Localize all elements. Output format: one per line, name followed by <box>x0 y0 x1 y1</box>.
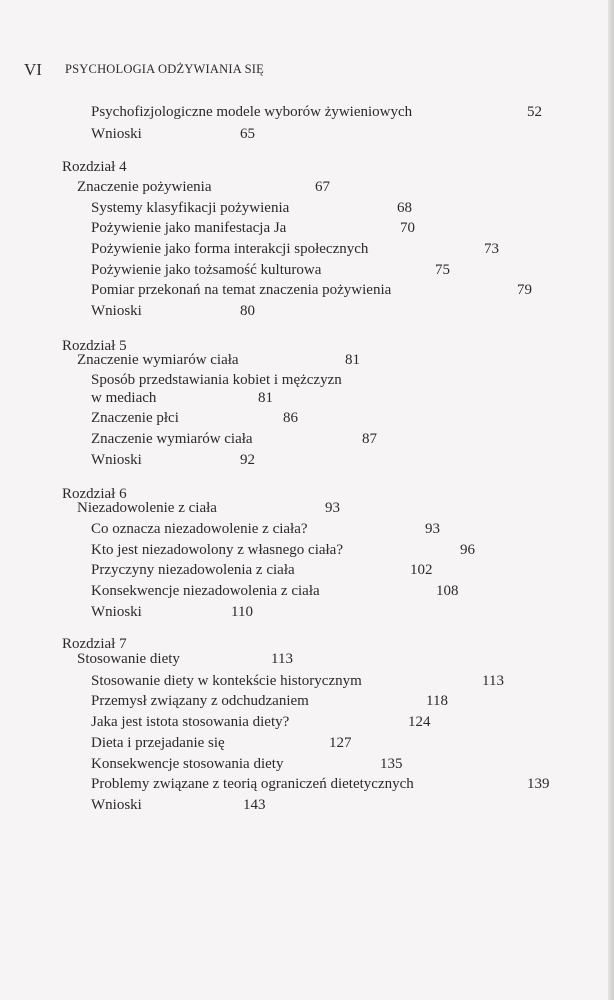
toc-entry-title: Dieta i przejadanie się <box>91 735 225 751</box>
toc-entry-page: 93 <box>425 521 440 537</box>
toc-entry-title: Wnioski <box>91 452 142 468</box>
toc-entry-page: 65 <box>240 126 255 142</box>
toc-entry-page: 93 <box>325 500 340 516</box>
toc-entry-page: 86 <box>283 410 298 426</box>
toc-entry-title: Przyczyny niezadowolenia z ciała <box>91 562 295 578</box>
toc-entry-title: Wnioski <box>91 303 142 319</box>
page-number: VI <box>24 60 42 79</box>
toc-entry-page: 108 <box>436 583 459 599</box>
toc-entry-title: Pożywienie jako forma interakcji społecz… <box>91 241 369 257</box>
chapter-heading: Rozdział 5 <box>62 338 127 354</box>
toc-entry-title: Psychofizjologiczne modele wyborów żywie… <box>91 104 413 120</box>
section-title: Niezadowolenie z ciała <box>77 500 217 516</box>
toc-entry-title: Znaczenie wymiarów ciała <box>91 431 253 447</box>
chapter-heading: Rozdział 4 <box>62 159 127 175</box>
toc-entry-title: Problemy związane z teorią ograniczeń di… <box>91 776 414 792</box>
toc-entry-page: 73 <box>484 241 499 257</box>
toc-entry-page: 92 <box>240 452 255 468</box>
toc-entry-page: 87 <box>362 431 377 447</box>
toc-entry-title-continued: w mediach <box>91 390 157 406</box>
toc-entry-page: 70 <box>400 220 415 236</box>
toc-entry-page: 52 <box>527 104 542 120</box>
page-edge <box>608 0 614 1000</box>
section-title: Stosowanie diety <box>77 651 180 667</box>
toc-entry-page: 113 <box>482 673 504 689</box>
toc-entry-page: 75 <box>435 262 450 278</box>
toc-entry-title: Wnioski <box>91 797 142 813</box>
toc-entry-page: 110 <box>231 604 253 620</box>
toc-entry-page: 81 <box>345 352 360 368</box>
toc-entry-title: Przemysł związany z odchudzaniem <box>91 693 309 709</box>
toc-entry-page: 68 <box>397 200 412 216</box>
toc-entry-page: 81 <box>258 390 273 406</box>
toc-entry-page: 139 <box>527 776 550 792</box>
toc-entry-page: 102 <box>410 562 433 578</box>
section-title: Znaczenie pożywienia <box>77 179 212 195</box>
toc-entry-page: 127 <box>329 735 352 751</box>
section-title: Znaczenie wymiarów ciała <box>77 352 239 368</box>
toc-entry-page: 143 <box>243 797 266 813</box>
running-header: PSYCHOLOGIA ODŻYWIANIA SIĘ <box>65 62 264 76</box>
toc-entry-page: 67 <box>315 179 330 195</box>
chapter-heading: Rozdział 6 <box>62 486 127 502</box>
toc-entry-title: Stosowanie diety w kontekście historyczn… <box>91 673 362 689</box>
toc-entry-title: Pożywienie jako tożsamość kulturowa <box>91 262 322 278</box>
toc-entry-page: 118 <box>426 693 448 709</box>
chapter-heading: Rozdział 7 <box>62 636 127 652</box>
toc-entry-page: 113 <box>271 651 293 667</box>
toc-entry-title: Wnioski <box>91 126 142 142</box>
toc-entry-title: Systemy klasyfikacji pożywienia <box>91 200 290 216</box>
toc-entry-title: Jaka jest istota stosowania diety? <box>91 714 290 730</box>
toc-entry-title: Konsekwencje niezadowolenia z ciała <box>91 583 320 599</box>
toc-entry-title: Konsekwencje stosowania diety <box>91 756 284 772</box>
toc-entry-page: 124 <box>408 714 431 730</box>
toc-entry-page: 96 <box>460 542 475 558</box>
toc-entry-title: Wnioski <box>91 604 142 620</box>
toc-entry-title: Sposób przedstawiania kobiet i mężczyzn <box>91 372 342 388</box>
toc-entry-page: 80 <box>240 303 255 319</box>
toc-entry-title: Co oznacza niezadowolenie z ciała? <box>91 521 308 537</box>
toc-entry-title: Znaczenie płci <box>91 410 179 426</box>
toc-entry-title: Pomiar przekonań na temat znaczenia poży… <box>91 282 392 298</box>
toc-entry-title: Pożywienie jako manifestacja Ja <box>91 220 287 236</box>
toc-entry-title: Kto jest niezadowolony z własnego ciała? <box>91 542 343 558</box>
toc-entry-page: 135 <box>380 756 403 772</box>
toc-entry-page: 79 <box>517 282 532 298</box>
